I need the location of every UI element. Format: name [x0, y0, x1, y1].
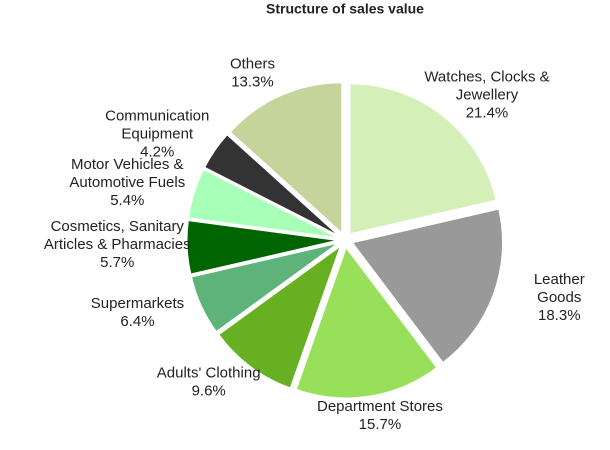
pie-slice	[351, 208, 503, 364]
value-label: 13.3%	[231, 74, 274, 91]
chart-title: Structure of sales value	[266, 1, 424, 17]
value-label: 4.2%	[140, 143, 174, 160]
value-label: 6.4%	[120, 313, 154, 330]
pie-slice	[204, 134, 339, 236]
pie-slice	[188, 168, 338, 239]
slice-label: Others	[230, 56, 275, 73]
pie-slice	[186, 220, 338, 275]
slice-label: Motor Vehicles & Automotive Fuels	[69, 156, 185, 191]
slice-label: Cosmetics, Sanitary Articles & Pharmacies	[44, 218, 191, 253]
value-label: 18.3%	[538, 307, 581, 324]
slice-label: Adults' Clothing	[157, 364, 261, 381]
pie-slice	[295, 246, 438, 399]
value-label: 15.7%	[359, 416, 402, 433]
value-label: 21.4%	[466, 105, 509, 122]
pie-slice	[229, 82, 343, 234]
slice-label: Watches, Clocks & Jewellery	[424, 69, 549, 104]
slice-label: Department Stores	[317, 398, 443, 415]
value-label: 5.4%	[110, 192, 144, 209]
pie-slice	[218, 245, 342, 389]
value-label: 9.6%	[192, 382, 226, 399]
slice-label: Leather Goods	[534, 271, 585, 306]
value-label: 5.7%	[100, 254, 134, 271]
slice-label: Communication Equipment	[105, 107, 209, 142]
slice-label: Supermarkets	[91, 295, 184, 312]
pie-slice	[349, 83, 497, 235]
pie-slice	[190, 242, 339, 333]
